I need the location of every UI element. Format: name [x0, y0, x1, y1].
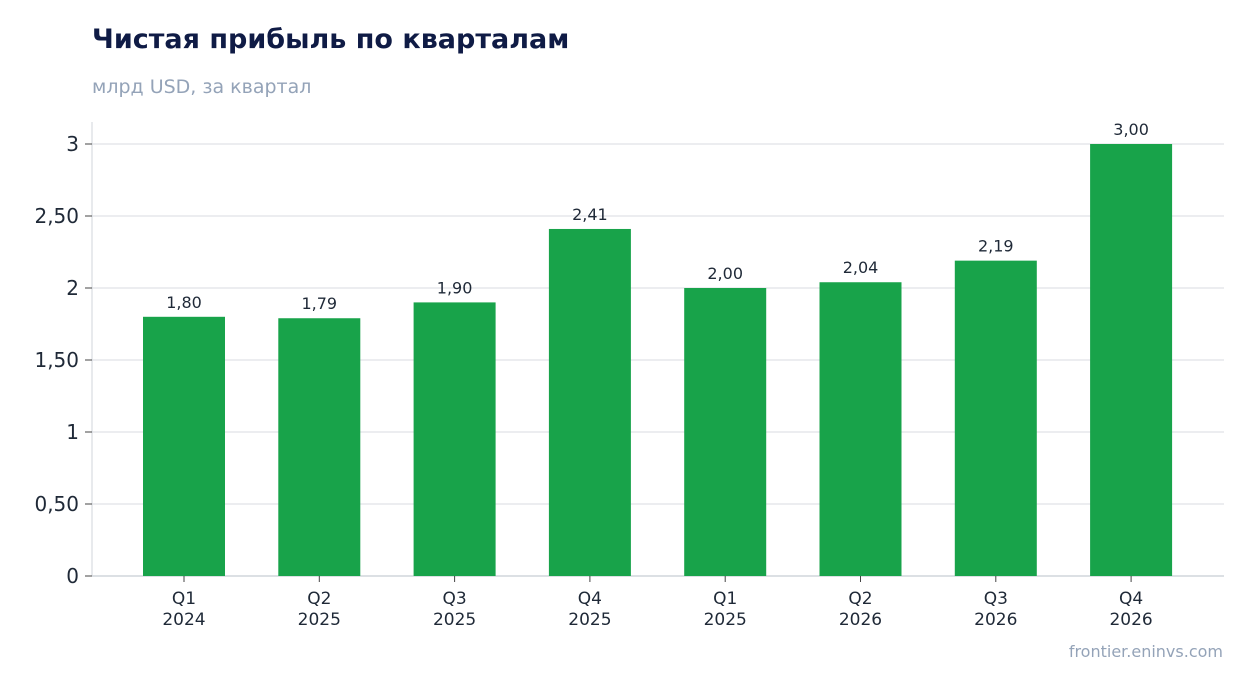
x-tick-label-year: 2024 [162, 610, 205, 630]
x-tick-label-year: 2026 [974, 610, 1017, 630]
x-axis-ticks: Q12024Q22025Q32025Q42025Q12025Q22026Q320… [162, 576, 1153, 630]
bar [413, 302, 496, 576]
x-tick-label-year: 2026 [1109, 610, 1152, 630]
gridlines [92, 143, 1224, 505]
data-label: 3,00 [1113, 120, 1149, 139]
data-label: 2,41 [572, 205, 608, 224]
x-tick-label-quarter: Q1 [172, 589, 196, 609]
x-tick-label-year: 2025 [433, 610, 476, 630]
chart-subtitle: млрд USD, за квартал [92, 76, 312, 98]
bar [954, 260, 1037, 576]
y-tick: 1 [66, 420, 92, 444]
y-tick-label: 0 [66, 564, 79, 588]
y-tick-label: 1 [66, 420, 79, 444]
y-tick: 0,50 [34, 492, 92, 516]
x-tick-label-quarter: Q4 [1119, 589, 1143, 609]
y-tick-label: 0,50 [34, 492, 79, 516]
y-tick: 2 [66, 276, 92, 300]
y-tick: 2,50 [34, 204, 92, 228]
y-tick-label: 2 [66, 276, 79, 300]
x-tick-label-quarter: Q4 [578, 589, 602, 609]
data-label: 2,19 [978, 237, 1014, 256]
bar [278, 318, 361, 576]
bar [1090, 144, 1173, 576]
x-tick-label-quarter: Q2 [848, 589, 872, 609]
axes [91, 122, 1224, 577]
data-labels: 1,80 1,79 1,90 2,41 2,00 2,04 2,19 3,00 [166, 120, 1149, 313]
x-tick-label-year: 2025 [704, 610, 747, 630]
y-tick: 3 [66, 132, 92, 156]
source-credit: frontier.eninvs.com [1068, 642, 1223, 661]
y-tick: 1,50 [34, 348, 92, 372]
y-tick-label: 1,50 [34, 348, 79, 372]
data-label: 1,79 [301, 294, 337, 313]
x-tick-label-quarter: Q2 [307, 589, 331, 609]
chart-title: Чистая прибыль по кварталам [92, 24, 570, 55]
x-tick-label-year: 2025 [568, 610, 611, 630]
y-tick-label: 3 [66, 132, 79, 156]
y-axis-ticks: 0 0,50 1 1,50 2 2,50 3 [34, 132, 92, 588]
data-label: 2,04 [843, 258, 879, 277]
data-label: 2,00 [707, 264, 743, 283]
y-tick: 0 [66, 564, 92, 588]
data-label: 1,80 [166, 293, 202, 312]
x-tick-label-year: 2025 [298, 610, 341, 630]
bars [143, 144, 1173, 576]
bar [143, 316, 225, 576]
bar [819, 282, 902, 576]
data-label: 1,90 [437, 278, 473, 297]
x-tick-label-year: 2026 [839, 610, 882, 630]
bar [548, 228, 631, 576]
x-tick-label-quarter: Q3 [442, 589, 466, 609]
x-tick-label-quarter: Q1 [713, 589, 737, 609]
x-tick-label-quarter: Q3 [984, 589, 1008, 609]
y-tick-label: 2,50 [34, 204, 79, 228]
bar [684, 288, 767, 576]
